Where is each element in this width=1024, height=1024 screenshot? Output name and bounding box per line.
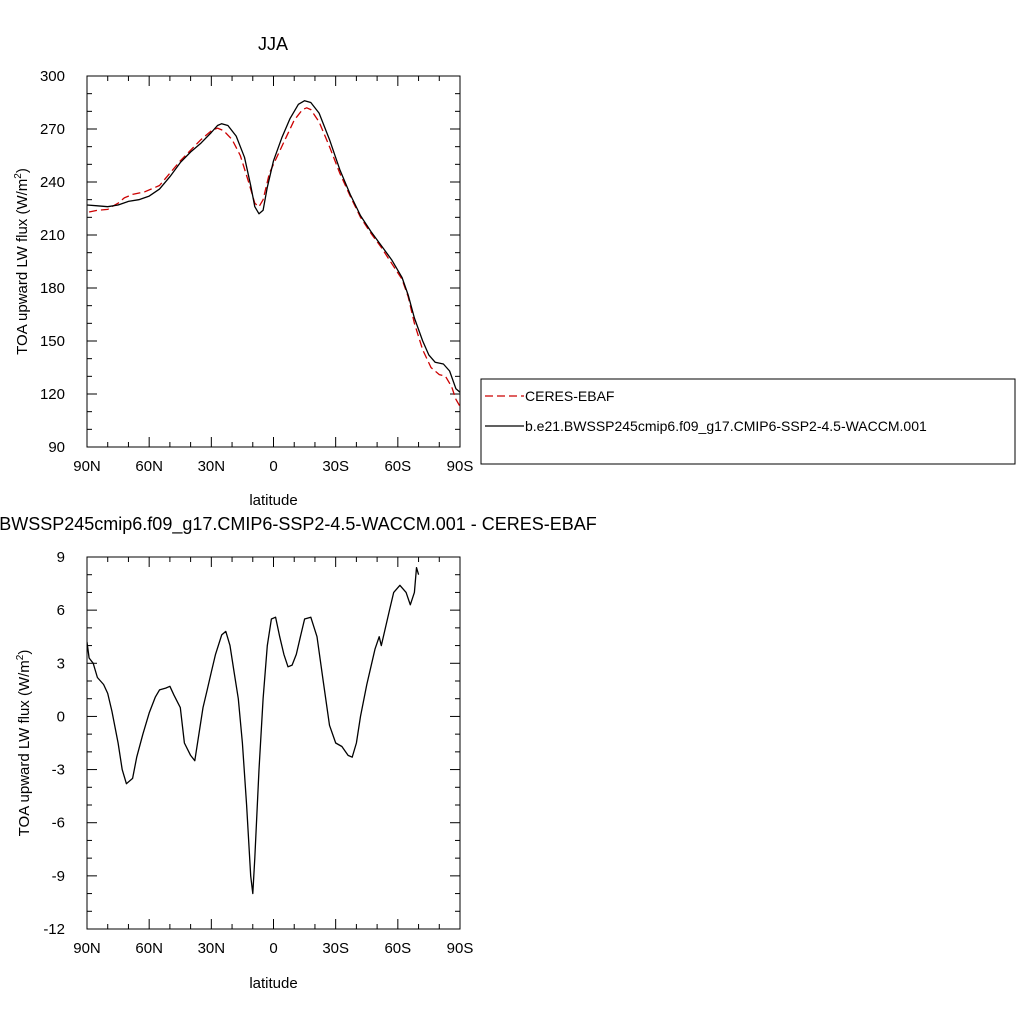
y-tick-label: 6 bbox=[57, 602, 65, 619]
x-tick-label: 30S bbox=[322, 940, 349, 957]
x-tick-label: 60N bbox=[135, 458, 163, 475]
y-axis-label-main: TOA upward LW flux (W/m bbox=[16, 660, 33, 836]
legend: CERES-EBAF b.e21.BWSSP245cmip6.f09_g17.CM… bbox=[480, 378, 1016, 465]
x-tick-label: 60S bbox=[384, 940, 411, 957]
legend-label-2: b.e21.BWSSP245cmip6.f09_g17.CMIP6-SSP2-4… bbox=[525, 418, 927, 434]
x-tick-label: 30S bbox=[322, 458, 349, 475]
chart-panel-1: JJA 90N 60N 30N 0 30S 60S 90S 90 120 150 180 210 240 2… bbox=[13, 34, 1016, 509]
y-tick-label: -9 bbox=[52, 868, 65, 885]
x-tick-label: 30N bbox=[198, 940, 226, 957]
y-axis-label: TOA upward LW flux (W/m2) bbox=[13, 168, 31, 355]
y-tick-label: 180 bbox=[40, 280, 65, 297]
x-tick-label: 60N bbox=[135, 940, 163, 957]
plot-frame bbox=[86, 75, 461, 448]
x-tick-label: 90S bbox=[447, 940, 474, 957]
chart-title: b.e21.BWSSP245cmip6.f09_g17.CMIP6-SSP2-4… bbox=[0, 514, 597, 535]
y-axis-label: TOA upward LW flux (W/m2) bbox=[15, 650, 33, 837]
y-tick-label: 3 bbox=[57, 655, 65, 672]
x-tick-label: 60S bbox=[384, 458, 411, 475]
y-tick-label: 120 bbox=[40, 386, 65, 403]
x-tick-label: 90N bbox=[73, 940, 101, 957]
y-tick-label: 270 bbox=[40, 121, 65, 138]
x-axis-label: latitude bbox=[249, 492, 297, 509]
y-tick-label: 210 bbox=[40, 227, 65, 244]
legend-label-1: CERES-EBAF bbox=[525, 388, 614, 404]
y-axis-label-close: ) bbox=[14, 168, 31, 173]
chart-panel-2: b.e21.BWSSP245cmip6.f09_g17.CMIP6-SSP2-4… bbox=[0, 514, 597, 992]
y-tick-label: 9 bbox=[57, 549, 65, 566]
y-tick-label: 300 bbox=[40, 68, 65, 85]
x-tick-label: 90S bbox=[447, 458, 474, 475]
x-tick-label: 0 bbox=[269, 458, 277, 475]
y-axis-label-close: ) bbox=[16, 650, 33, 655]
series-line-1 bbox=[88, 107, 460, 407]
x-axis-label: latitude bbox=[249, 975, 297, 992]
x-tick-label: 0 bbox=[269, 940, 277, 957]
legend-box bbox=[480, 378, 1016, 465]
y-axis-label-superscript: 2 bbox=[15, 654, 26, 660]
y-tick-label: 150 bbox=[40, 333, 65, 350]
series-line-1 bbox=[87, 566, 420, 895]
y-tick-label: -3 bbox=[52, 762, 65, 779]
y-tick-label: -12 bbox=[43, 921, 65, 938]
x-tick-label: 30N bbox=[198, 458, 226, 475]
y-tick-label: 240 bbox=[40, 174, 65, 191]
y-axis-label-main: TOA upward LW flux (W/m bbox=[14, 179, 31, 355]
series-line-2 bbox=[87, 100, 460, 393]
x-tick-label: 90N bbox=[73, 458, 101, 475]
y-tick-label: 90 bbox=[48, 439, 65, 456]
y-tick-label: 0 bbox=[57, 708, 65, 725]
chart-title: JJA bbox=[258, 34, 288, 54]
plot-frame bbox=[86, 556, 461, 930]
y-axis-label-superscript: 2 bbox=[13, 173, 24, 179]
y-tick-label: -6 bbox=[52, 815, 65, 832]
